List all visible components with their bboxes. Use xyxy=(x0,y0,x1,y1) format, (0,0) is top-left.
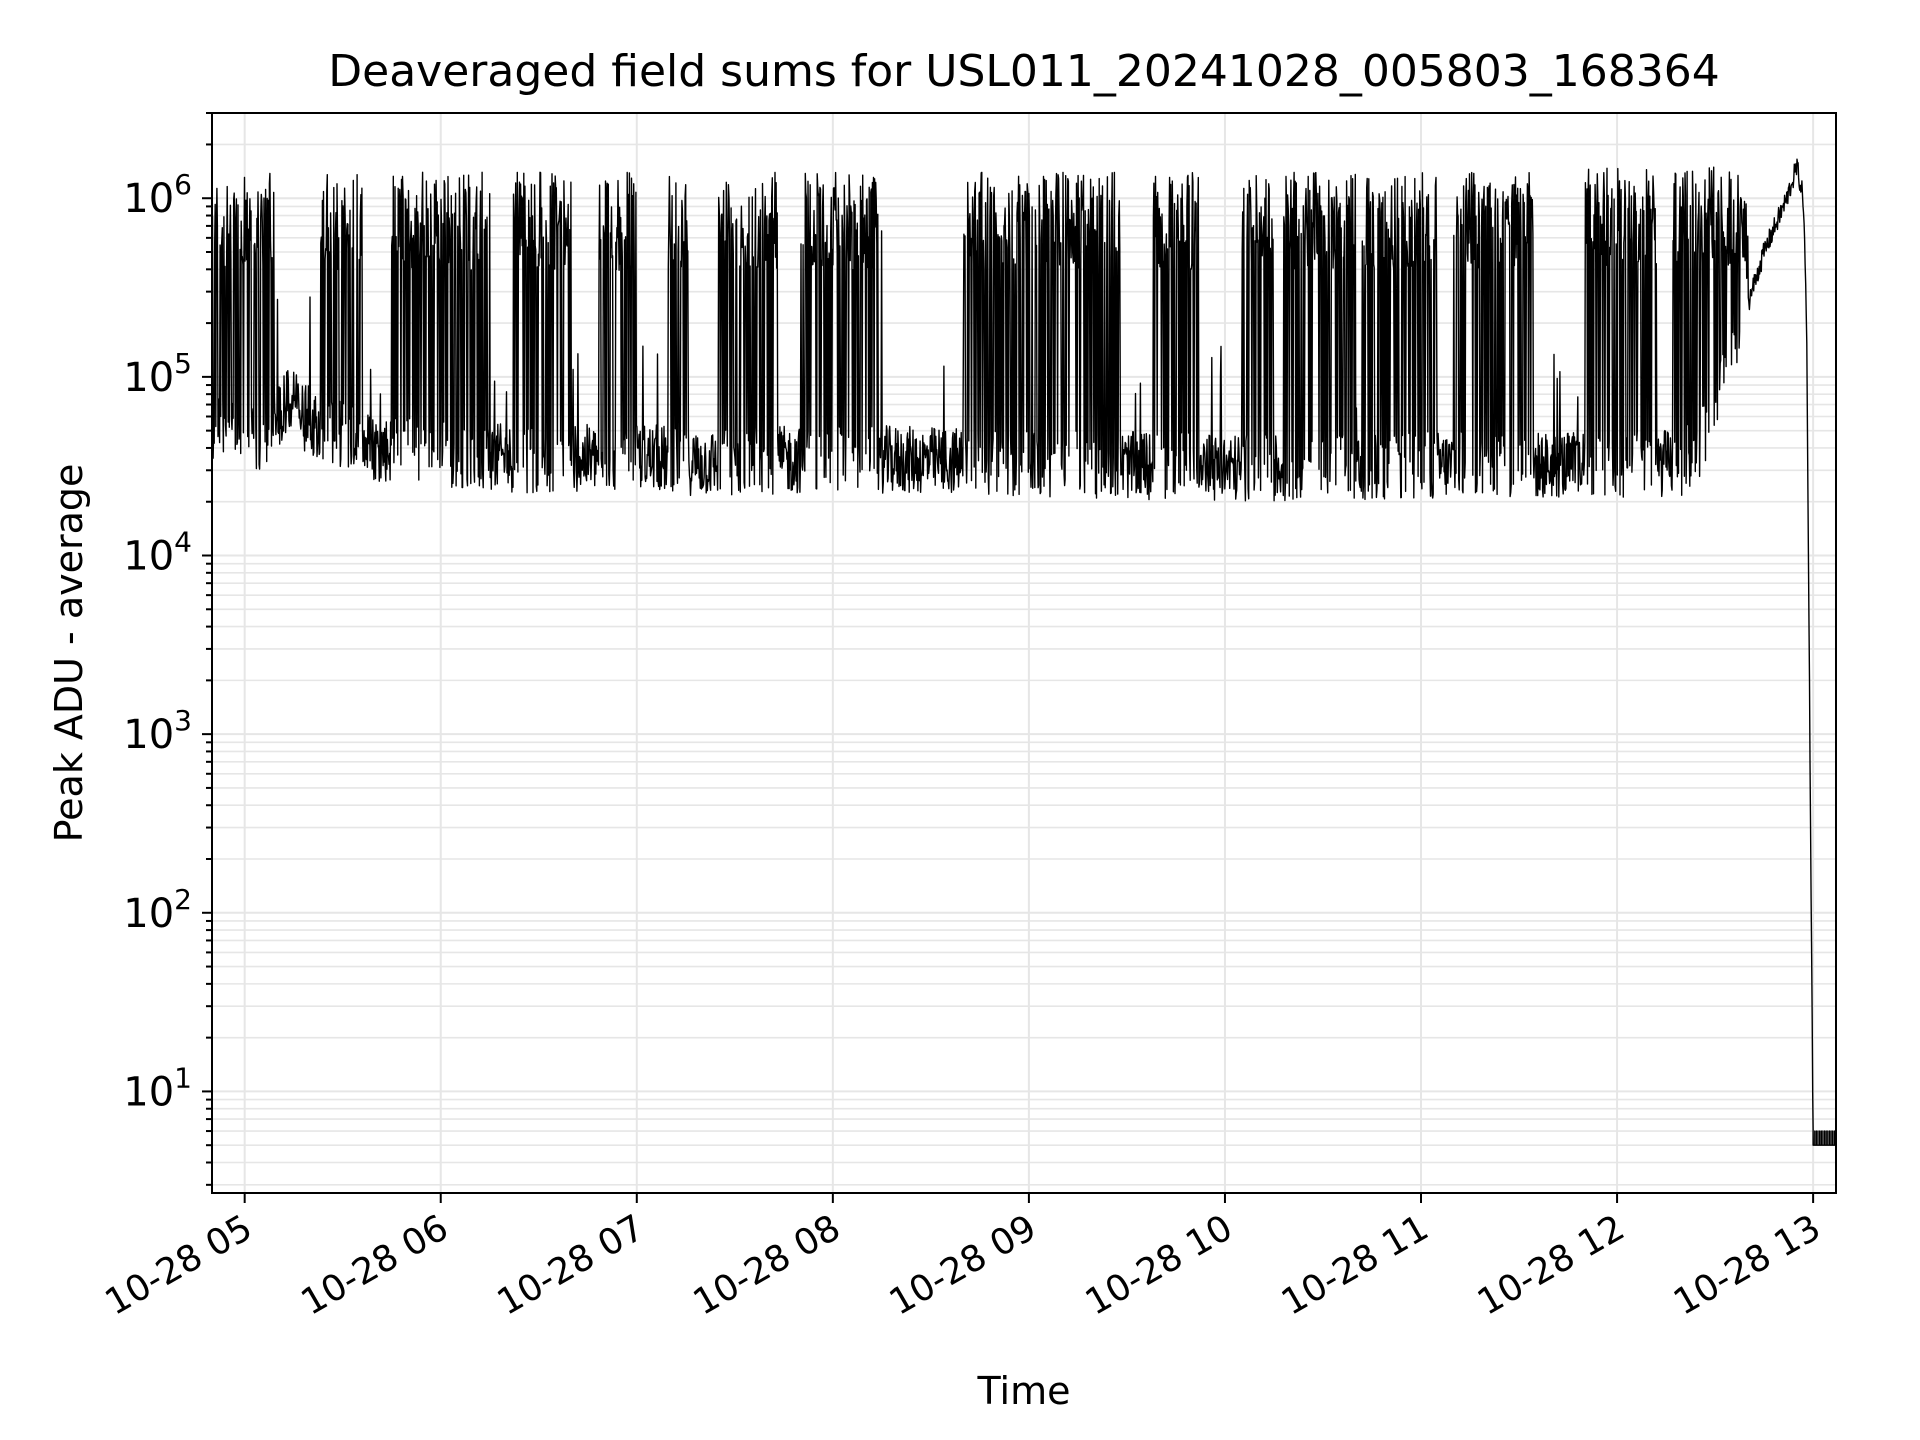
y-tick-label-exponent: 5 xyxy=(174,347,192,380)
y-tick-label-exponent: 3 xyxy=(174,704,192,737)
y-tick-label-base: 10 xyxy=(123,712,174,758)
y-tick-label-base: 10 xyxy=(123,1069,174,1115)
y-tick-label: 105 xyxy=(123,347,192,401)
y-tick-label-exponent: 2 xyxy=(174,883,192,916)
y-tick-label-exponent: 6 xyxy=(174,168,192,201)
plot-frame xyxy=(211,112,1837,1194)
y-tick-label-exponent: 1 xyxy=(174,1061,192,1094)
y-tick-label: 106 xyxy=(123,168,192,222)
y-axis-label: Peak ADU - average xyxy=(47,464,91,843)
x-axis-label: Time xyxy=(977,1369,1071,1413)
y-tick-label: 103 xyxy=(123,704,192,758)
y-tick-label: 101 xyxy=(123,1061,192,1115)
chart-title: Deaveraged field sums for USL011_2024102… xyxy=(328,46,1720,97)
y-tick-label-base: 10 xyxy=(123,355,174,401)
series-polyline xyxy=(212,158,1836,1146)
y-tick-label: 104 xyxy=(123,526,192,580)
y-tick-label-base: 10 xyxy=(123,534,174,580)
axis-ticks xyxy=(202,112,1815,1203)
y-tick-label: 102 xyxy=(123,883,192,937)
y-tick-label-exponent: 4 xyxy=(174,526,192,559)
series-line xyxy=(212,158,1836,1146)
y-tick-label-base: 10 xyxy=(123,891,174,937)
y-tick-label-base: 10 xyxy=(123,176,174,222)
